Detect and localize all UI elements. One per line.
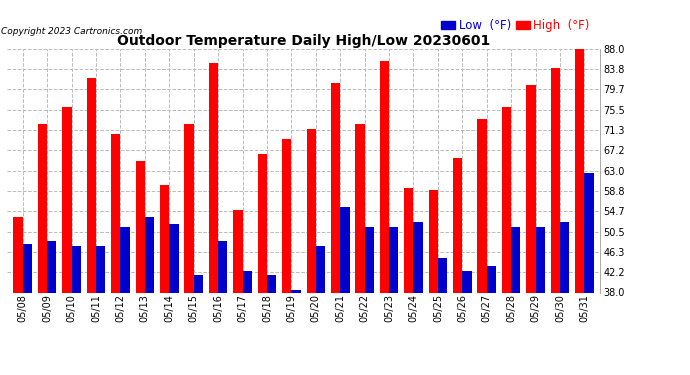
Bar [535,226,545,375]
Bar [243,271,252,375]
Bar [218,242,228,375]
Bar [47,242,57,375]
Bar [413,222,423,375]
Bar [136,161,145,375]
Bar [87,78,96,375]
Bar [282,139,291,375]
Bar [121,226,130,375]
Legend: Low  (°F), High  (°F): Low (°F), High (°F) [436,14,594,37]
Title: Outdoor Temperature Daily High/Low 20230601: Outdoor Temperature Daily High/Low 20230… [117,34,490,48]
Bar [194,275,203,375]
Bar [160,185,169,375]
Bar [72,246,81,375]
Bar [438,258,447,375]
Text: Copyright 2023 Cartronics.com: Copyright 2023 Cartronics.com [1,27,142,36]
Bar [560,222,569,375]
Bar [364,226,374,375]
Bar [23,244,32,375]
Bar [209,63,218,375]
Bar [306,129,316,375]
Bar [184,124,194,375]
Bar [404,188,413,375]
Bar [291,290,301,375]
Bar [526,86,535,375]
Bar [316,246,325,375]
Bar [14,217,23,375]
Bar [111,134,121,375]
Bar [428,190,438,375]
Bar [355,124,364,375]
Bar [502,107,511,375]
Bar [267,275,276,375]
Bar [575,49,584,375]
Bar [453,158,462,375]
Bar [340,207,350,375]
Bar [62,107,72,375]
Bar [462,271,471,375]
Bar [96,246,106,375]
Bar [233,210,243,375]
Bar [551,68,560,375]
Bar [145,217,154,375]
Bar [331,83,340,375]
Bar [486,266,496,375]
Bar [169,224,179,375]
Bar [257,154,267,375]
Bar [584,173,593,375]
Bar [380,61,389,375]
Bar [477,119,486,375]
Bar [511,226,520,375]
Bar [389,226,398,375]
Bar [38,124,47,375]
